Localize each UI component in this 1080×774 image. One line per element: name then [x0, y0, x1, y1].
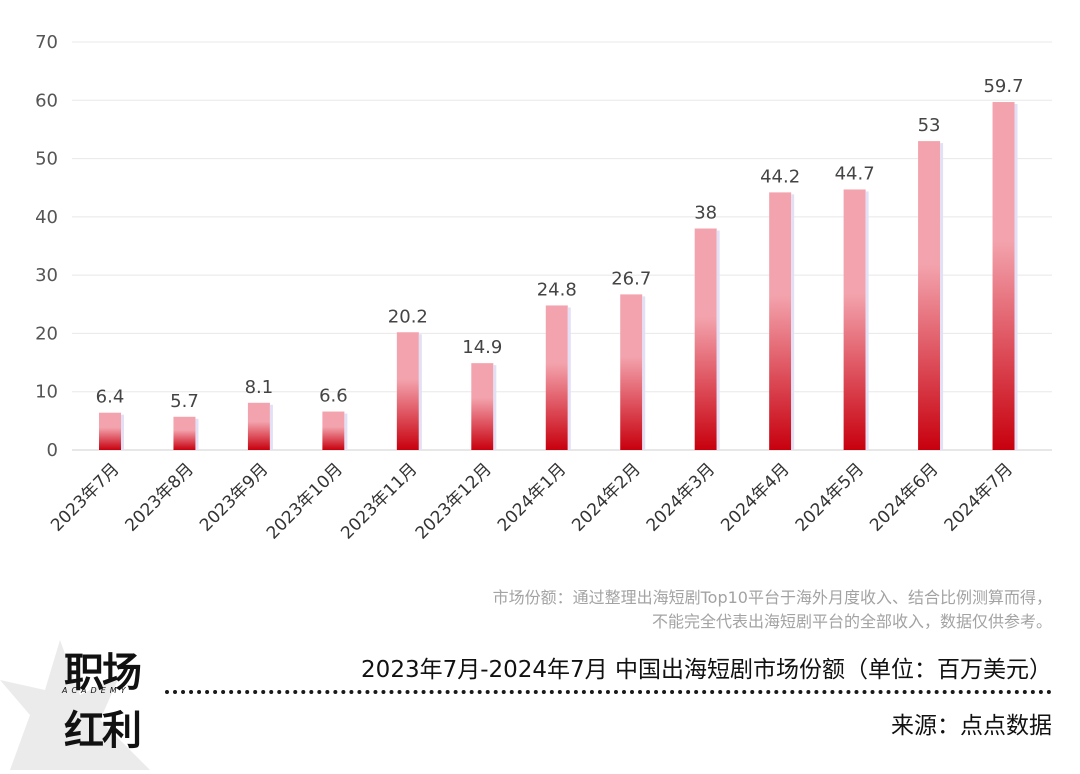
- data-label: 24.8: [537, 279, 577, 300]
- logo-text-top: 职场: [64, 650, 142, 696]
- bar-shadow: [121, 414, 124, 450]
- bar: [173, 416, 196, 450]
- x-tick-label: 2023年10月: [263, 459, 347, 543]
- bar-shadow: [195, 418, 199, 450]
- bar-shadow: [493, 365, 497, 450]
- x-tick-label: 2023年12月: [412, 459, 496, 543]
- bar: [99, 412, 121, 450]
- data-label: 26.7: [611, 268, 651, 289]
- bar-shadow: [418, 334, 422, 450]
- note-line-2: 不能完全代表出海短剧平台的全部收入，数据仅供参考。: [651, 612, 1052, 631]
- x-tick-label: 2024年1月: [494, 459, 570, 535]
- bar: [247, 402, 270, 450]
- bar-chart: 0 10 20 30 40 50 60 70 6.4 5.7 8.1 6.6 20.2 14.9 24.8…: [35, 32, 1052, 543]
- chart-title: 2023年7月-2024年7月 中国出海短剧市场份额（单位：百万美元）: [361, 657, 1052, 683]
- data-label: 38: [694, 203, 717, 224]
- bar-shadow: [865, 191, 869, 450]
- y-tick-label: 10: [35, 382, 58, 403]
- bar: [992, 102, 1015, 450]
- bar: [471, 363, 494, 450]
- bar: [843, 189, 866, 450]
- x-tick-label: 2023年11月: [337, 459, 421, 543]
- data-label: 8.1: [245, 377, 274, 398]
- note-line-1: 市场份额：通过整理出海短剧Top10平台于海外月度收入、结合比例测算而得，: [492, 588, 1052, 607]
- y-tick-label: 30: [35, 265, 58, 286]
- data-label: 44.7: [835, 163, 875, 184]
- bar: [769, 192, 792, 450]
- bar: [694, 228, 717, 450]
- data-label: 14.9: [462, 337, 502, 358]
- bar-shadow: [791, 194, 795, 450]
- bar: [322, 411, 345, 450]
- x-tick-label: 2024年5月: [792, 459, 868, 535]
- logo-subtext: ACADEMY: [62, 686, 130, 695]
- bar: [620, 294, 643, 450]
- y-tick-label: 70: [35, 32, 58, 53]
- x-tick-label: 2024年4月: [717, 459, 793, 535]
- x-tick-label: 2023年7月: [47, 459, 123, 535]
- x-tick-label: 2023年8月: [122, 459, 198, 535]
- data-label: 44.2: [760, 166, 800, 187]
- y-tick-label: 40: [35, 207, 58, 228]
- logo-burst: [0, 620, 170, 770]
- bar-shadow: [940, 143, 944, 451]
- x-tick-label: 2023年9月: [196, 459, 272, 535]
- bar-shadow: [567, 307, 571, 450]
- x-tick-label: 2024年3月: [643, 459, 719, 535]
- y-tick-label: 20: [35, 323, 58, 344]
- y-tick-label: 50: [35, 149, 58, 170]
- x-tick-label: 2024年6月: [866, 459, 942, 535]
- bar: [545, 305, 568, 450]
- bar-shadow: [269, 404, 273, 450]
- bar-shadow: [1014, 104, 1018, 450]
- y-tick-label: 0: [47, 440, 58, 461]
- data-label: 53: [918, 115, 941, 136]
- bar-shadow: [642, 296, 646, 450]
- data-label: 6.4: [96, 387, 125, 408]
- y-tick-label: 60: [35, 90, 58, 111]
- data-label: 59.7: [983, 76, 1023, 97]
- methodology-note: 市场份额：通过整理出海短剧Top10平台于海外月度收入、结合比例测算而得， 不能…: [292, 586, 1052, 634]
- data-label: 20.2: [388, 306, 428, 327]
- bar-shadow: [716, 230, 720, 450]
- logo-text-bottom: 红利: [64, 708, 142, 754]
- bar: [396, 332, 419, 450]
- dotted-divider: [165, 690, 1052, 694]
- data-label: 6.6: [319, 386, 348, 407]
- x-tick-label: 2024年2月: [568, 459, 644, 535]
- bar-shadow: [344, 413, 348, 450]
- data-label: 5.7: [170, 391, 199, 412]
- logo-burst-shape: [0, 640, 150, 770]
- source-label: 来源：点点数据: [891, 713, 1052, 739]
- x-tick-label: 2024年7月: [941, 459, 1017, 535]
- bar: [918, 141, 941, 451]
